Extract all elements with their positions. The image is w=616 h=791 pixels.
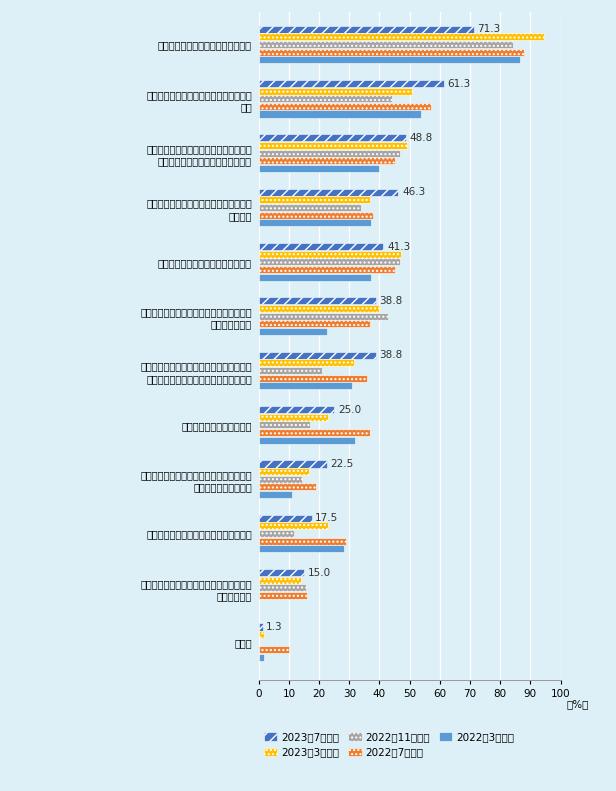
Bar (259, 204, 361, 211)
Bar (259, 297, 376, 305)
Bar (259, 26, 474, 32)
Text: 22.5: 22.5 (330, 459, 354, 469)
Text: 46.3: 46.3 (402, 187, 425, 197)
Text: 17.5: 17.5 (315, 513, 338, 524)
Text: 25.0: 25.0 (338, 405, 361, 414)
Bar (259, 429, 370, 436)
Bar (259, 491, 291, 498)
Bar (259, 41, 514, 48)
Bar (259, 189, 399, 196)
Bar (259, 134, 406, 142)
Text: 48.8: 48.8 (410, 133, 433, 143)
Text: 1.3: 1.3 (266, 622, 283, 632)
Bar (259, 149, 400, 157)
Bar (259, 646, 289, 653)
Bar (259, 103, 431, 110)
Bar (259, 468, 309, 475)
Bar (259, 312, 388, 320)
Bar (259, 475, 302, 483)
Bar (259, 515, 312, 522)
Bar (259, 623, 262, 630)
Bar (259, 196, 370, 203)
Bar (259, 422, 310, 429)
Text: 71.3: 71.3 (477, 25, 501, 34)
Bar (259, 577, 301, 584)
Bar (259, 142, 407, 149)
Bar (259, 592, 307, 599)
Bar (259, 111, 421, 118)
Bar (259, 375, 367, 382)
Text: 38.8: 38.8 (379, 350, 403, 360)
Text: （%）: （%） (567, 699, 589, 710)
Bar (259, 274, 371, 281)
Bar (259, 259, 400, 265)
Bar (259, 522, 328, 529)
Bar (259, 266, 395, 273)
Bar (259, 367, 322, 374)
Legend: 2023年7月調査, 2023年3月調査, 2022年11月調査, 2022年7月調査, 2022年3月調査: 2023年7月調査, 2023年3月調査, 2022年11月調査, 2022年7… (264, 732, 514, 758)
Bar (259, 538, 346, 545)
Text: 61.3: 61.3 (447, 78, 471, 89)
Bar (259, 157, 395, 165)
Bar (259, 437, 355, 444)
Bar (259, 545, 344, 552)
Bar (259, 631, 264, 638)
Bar (259, 585, 306, 592)
Bar (259, 251, 401, 258)
Text: 15.0: 15.0 (307, 568, 331, 577)
Bar (259, 48, 524, 55)
Bar (259, 305, 379, 312)
Text: 41.3: 41.3 (387, 241, 410, 252)
Bar (259, 165, 379, 172)
Bar (259, 654, 264, 661)
Bar (259, 359, 354, 366)
Bar (259, 483, 316, 490)
Bar (259, 219, 371, 226)
Bar (259, 33, 544, 40)
Bar (259, 243, 383, 250)
Bar (259, 406, 334, 413)
Bar (259, 414, 328, 421)
Bar (259, 80, 444, 87)
Bar (259, 570, 304, 576)
Bar (259, 95, 392, 102)
Bar (259, 56, 519, 63)
Bar (259, 530, 294, 537)
Bar (259, 382, 352, 389)
Bar (259, 88, 412, 95)
Bar (259, 460, 326, 467)
Bar (259, 327, 327, 335)
Bar (259, 320, 370, 327)
Bar (259, 352, 376, 359)
Text: 38.8: 38.8 (379, 296, 403, 306)
Bar (259, 211, 373, 218)
